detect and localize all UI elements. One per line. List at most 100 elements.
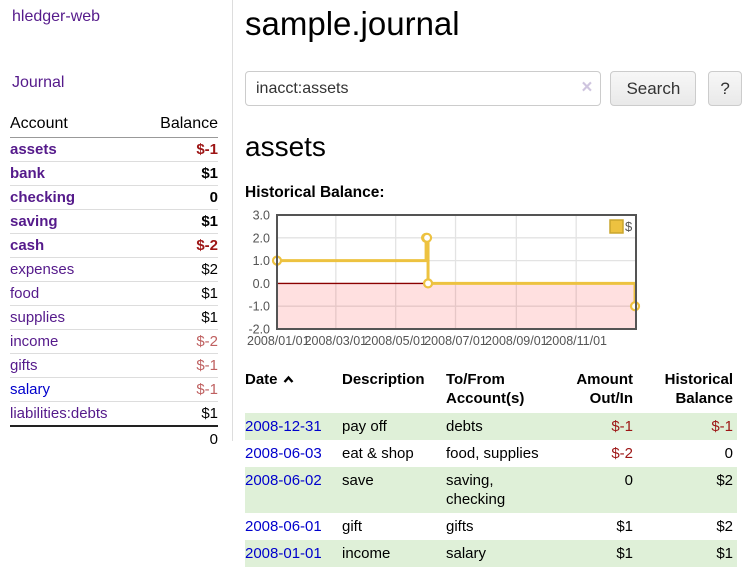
main-panel: sample.journal × Search ? assets Histori… bbox=[245, 0, 742, 567]
sidebar-item-journal[interactable]: Journal bbox=[12, 74, 65, 91]
clear-search-icon[interactable]: × bbox=[581, 77, 593, 98]
transaction-row[interactable]: 2008-12-31 pay off debts $-1 $-1 bbox=[245, 413, 737, 440]
help-button[interactable]: ? bbox=[708, 71, 742, 106]
register-header-row: Date Description To/From Account(s) Amou… bbox=[245, 367, 737, 413]
transaction-accounts: salary bbox=[446, 545, 487, 562]
account-link-income[interactable]: income bbox=[10, 333, 59, 350]
accounts-table: Account Balance assets $-1 bank $1 check… bbox=[10, 113, 218, 451]
transaction-balance: $2 bbox=[716, 472, 733, 489]
account-link-saving[interactable]: saving bbox=[10, 213, 58, 230]
account-balance: $1 bbox=[140, 209, 218, 234]
svg-text:-1.0: -1.0 bbox=[248, 300, 270, 314]
account-row: salary $-1 bbox=[10, 377, 218, 402]
account-row: income $-2 bbox=[10, 329, 218, 354]
transaction-accounts: food, supplies bbox=[446, 445, 539, 462]
account-balance: $1 bbox=[140, 305, 218, 330]
transaction-date-link[interactable]: 2008-06-01 bbox=[245, 518, 322, 535]
account-row: liabilities:debts $1 bbox=[10, 401, 218, 426]
account-row: bank $1 bbox=[10, 161, 218, 186]
transaction-date-link[interactable]: 2008-06-02 bbox=[245, 472, 322, 489]
account-balance: $1 bbox=[140, 401, 218, 426]
account-row: cash $-2 bbox=[10, 233, 218, 258]
chart-canvas: $3.0 2.0 1.0 0.0 -1.0 -2.02008/01/012008/03/0… bbox=[247, 209, 641, 348]
account-row: checking 0 bbox=[10, 185, 218, 210]
svg-text:-2.0: -2.0 bbox=[248, 323, 270, 337]
account-link-expenses[interactable]: expenses bbox=[10, 261, 75, 278]
transaction-balance: $1 bbox=[716, 545, 733, 562]
balance-column-header: Balance bbox=[140, 113, 218, 138]
account-link-checking[interactable]: checking bbox=[10, 189, 76, 206]
transaction-description: save bbox=[342, 472, 374, 489]
account-row: assets $-1 bbox=[10, 138, 218, 162]
svg-text:$: $ bbox=[625, 219, 633, 234]
account-link-salary[interactable]: salary bbox=[10, 381, 51, 398]
svg-text:2008/11/01: 2008/11/01 bbox=[545, 334, 607, 348]
account-balance: $1 bbox=[140, 161, 218, 186]
sort-ascending-icon bbox=[283, 370, 294, 389]
svg-text:2008/05/01: 2008/05/01 bbox=[364, 334, 427, 348]
account-row: expenses $2 bbox=[10, 257, 218, 282]
date-header-label: Date bbox=[245, 371, 278, 388]
search-form: × Search ? bbox=[245, 71, 742, 106]
account-column-header: Account bbox=[10, 113, 141, 138]
column-header-accounts: To/From Account(s) bbox=[446, 371, 525, 407]
accounts-total-balance: 0 bbox=[140, 425, 218, 451]
account-link-food[interactable]: food bbox=[10, 285, 40, 302]
svg-text:2008/01/01: 2008/01/01 bbox=[247, 334, 310, 348]
register-table: Date Description To/From Account(s) Amou… bbox=[245, 367, 737, 567]
svg-text:0.0: 0.0 bbox=[253, 277, 270, 291]
transaction-accounts: debts bbox=[446, 418, 483, 435]
accounts-table-header: Account Balance bbox=[10, 113, 218, 138]
transaction-date-link[interactable]: 2008-01-01 bbox=[245, 545, 322, 562]
account-balance: $-1 bbox=[196, 141, 218, 158]
transaction-balance: $2 bbox=[716, 518, 733, 535]
account-balance: $-2 bbox=[140, 233, 218, 258]
account-balance: $2 bbox=[140, 257, 218, 282]
transaction-description: income bbox=[342, 545, 391, 562]
account-link-gifts[interactable]: gifts bbox=[10, 357, 38, 374]
transaction-amount: $-1 bbox=[611, 418, 633, 435]
svg-text:2008/09/01: 2008/09/01 bbox=[485, 334, 548, 348]
transaction-row[interactable]: 2008-01-01 income salary $1 $1 bbox=[245, 540, 737, 567]
transaction-row[interactable]: 2008-06-03 eat & shop food, supplies $-2… bbox=[245, 440, 737, 467]
transaction-date-link[interactable]: 2008-12-31 bbox=[245, 418, 322, 435]
transaction-balance: $-1 bbox=[711, 418, 733, 435]
transaction-description: gift bbox=[342, 518, 363, 535]
account-row: gifts $-1 bbox=[10, 353, 218, 378]
account-balance: $-1 bbox=[140, 353, 218, 378]
search-button[interactable]: Search bbox=[610, 71, 697, 106]
historical-balance-chart: $3.0 2.0 1.0 0.0 -1.0 -2.0 2008/01/01 2008/03/0… bbox=[245, 209, 742, 350]
account-row: food $1 bbox=[10, 281, 218, 306]
account-balance: 0 bbox=[140, 185, 218, 210]
account-link-bank[interactable]: bank bbox=[10, 165, 46, 182]
accounts-total-row: 0 bbox=[10, 425, 218, 451]
transaction-description: eat & shop bbox=[342, 445, 414, 462]
transaction-row[interactable]: 2008-06-02 save saving, checking 0 $2 bbox=[245, 467, 737, 513]
svg-text:3.0: 3.0 bbox=[253, 209, 270, 223]
search-input[interactable] bbox=[245, 71, 602, 106]
column-header-amount: Amount Out/In bbox=[576, 371, 633, 407]
svg-text:2008/07/01: 2008/07/01 bbox=[424, 334, 487, 348]
transaction-date-link[interactable]: 2008-06-03 bbox=[245, 445, 322, 462]
account-link-liabilities-debts[interactable]: liabilities:debts bbox=[10, 405, 108, 422]
transaction-amount: $1 bbox=[616, 518, 633, 535]
svg-text:2.0: 2.0 bbox=[253, 231, 270, 245]
transaction-balance: 0 bbox=[724, 445, 733, 462]
chart-title: Historical Balance: bbox=[245, 184, 385, 201]
account-link-assets[interactable]: assets bbox=[10, 141, 57, 158]
transaction-row[interactable]: 2008-06-01 gift gifts $1 $2 bbox=[245, 513, 737, 540]
account-link-supplies[interactable]: supplies bbox=[10, 309, 66, 326]
sidebar: hledger-web Journal Account Balance asse… bbox=[0, 0, 233, 451]
transaction-accounts: gifts bbox=[446, 518, 474, 535]
account-balance: $-1 bbox=[140, 377, 218, 402]
transaction-amount: $1 bbox=[616, 545, 633, 562]
account-row: supplies $1 bbox=[10, 305, 218, 330]
account-row: saving $1 bbox=[10, 209, 218, 234]
account-link-cash[interactable]: cash bbox=[10, 237, 45, 254]
transaction-amount: 0 bbox=[624, 472, 633, 489]
transaction-description: pay off bbox=[342, 418, 387, 435]
svg-text:2008/03/01: 2008/03/01 bbox=[305, 334, 368, 348]
column-header-date[interactable]: Date bbox=[245, 367, 342, 413]
brand-link[interactable]: hledger-web bbox=[12, 8, 101, 25]
transaction-amount: $-2 bbox=[611, 445, 633, 462]
